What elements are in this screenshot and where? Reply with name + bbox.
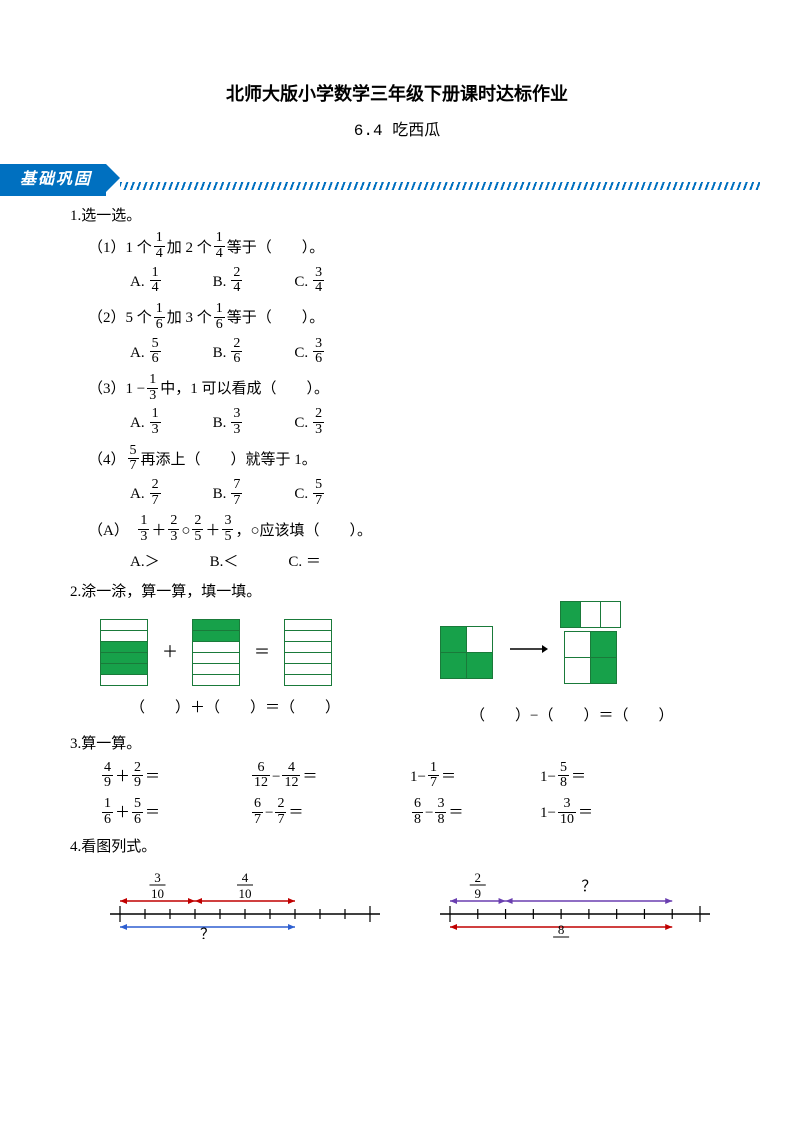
svg-text:8: 8 xyxy=(558,922,565,937)
q2-stack2 xyxy=(192,620,240,686)
equals-icon: ＝ xyxy=(254,640,270,666)
svg-text:？: ？ xyxy=(581,879,596,895)
calc-item: 16＋56＝ xyxy=(100,798,250,828)
svg-text:10: 10 xyxy=(151,886,164,901)
q1-opts: A.13B.33C.23 xyxy=(70,408,724,438)
q1-5-opts: A.＞ B.＜ C. ＝ xyxy=(70,550,724,574)
q2-left-expr: （ ）＋（ ）＝（ ） xyxy=(130,696,340,720)
calc-item: 612−412＝ xyxy=(250,762,410,792)
q1-5-optB: B.＜ xyxy=(210,550,239,574)
svg-text:2: 2 xyxy=(475,870,482,885)
q2-grid3top xyxy=(560,602,620,628)
page-subtitle: 6.4 吃西瓜 xyxy=(70,119,724,145)
q2-figures: ＋ ＝ （ ）＋（ ）＝（ ） （ ）−（ ） xyxy=(100,612,724,728)
svg-text:9: 9 xyxy=(558,938,565,939)
q2-heading: 2.涂一涂，算一算，填一填。 xyxy=(70,580,724,604)
calc-item: 67−27＝ xyxy=(250,798,410,828)
plus-icon: ＋ xyxy=(162,640,178,666)
svg-text:4: 4 xyxy=(242,870,249,885)
calc-item: 1−58＝ xyxy=(540,762,670,792)
svg-text:？: ？ xyxy=(200,927,215,939)
q1-item: （2）5 个16加 3 个16等于（ ）。 xyxy=(70,303,724,333)
q1-opts: A.56B.26C.36 xyxy=(70,338,724,368)
q1-item5: （A） 13 ＋ 23 ○ 25 ＋ 35 ，○应该填（ ）。 xyxy=(70,515,724,545)
q1-opts: A.27B.77C.57 xyxy=(70,479,724,509)
q3-grid: 49＋29＝612−412＝1−17＝1−58＝ 16＋56＝67−27＝68−3… xyxy=(70,762,724,829)
q1-5-optC: C. ＝ xyxy=(288,550,321,574)
q2-grid2b xyxy=(564,632,620,684)
numberline-right: 2 9 ？ 8 9 xyxy=(430,869,720,939)
q2-stack3 xyxy=(284,620,332,686)
q1-5-optA: A.＞ xyxy=(130,550,160,574)
svg-text:10: 10 xyxy=(239,886,252,901)
q2-right-expr: （ ）−（ ）＝（ ） xyxy=(470,704,673,728)
q1-heading: 1.选一选。 xyxy=(70,204,724,228)
q1-5-suffix: ，○应该填（ ）。 xyxy=(235,519,372,543)
q3-heading: 3.算一算。 xyxy=(70,732,724,756)
numberline-left: 3 104 10？ xyxy=(100,869,390,939)
section-banner: 基础巩固 xyxy=(0,164,724,194)
q1-item: （1）1 个14加 2 个14等于（ ）。 xyxy=(70,232,724,262)
q1-opts: A.14B.24C.34 xyxy=(70,267,724,297)
page-title: 北师大版小学数学三年级下册课时达标作业 xyxy=(70,80,724,109)
q4-row: 3 104 10？ 2 9？8 9 xyxy=(100,869,724,939)
calc-item: 1−310＝ xyxy=(540,798,670,828)
calc-item: 68−38＝ xyxy=(410,798,540,828)
q1-5-prefix: （A） xyxy=(88,519,136,543)
calc-item: 49＋29＝ xyxy=(100,762,250,792)
q2-stack1 xyxy=(100,620,148,686)
banner-label: 基础巩固 xyxy=(0,164,106,196)
q1-item: （4）57再添上（ ）就等于 1。 xyxy=(70,445,724,475)
banner-stripe-icon xyxy=(120,182,760,190)
q2-grid2a xyxy=(440,627,492,679)
calc-item: 1−17＝ xyxy=(410,762,540,792)
q4-heading: 4.看图列式。 xyxy=(70,835,724,859)
q1-item: （3）1 −13中，1 可以看成（ ）。 xyxy=(70,374,724,404)
arrow-icon xyxy=(508,641,548,665)
svg-text:9: 9 xyxy=(475,886,482,901)
svg-text:3: 3 xyxy=(154,870,161,885)
